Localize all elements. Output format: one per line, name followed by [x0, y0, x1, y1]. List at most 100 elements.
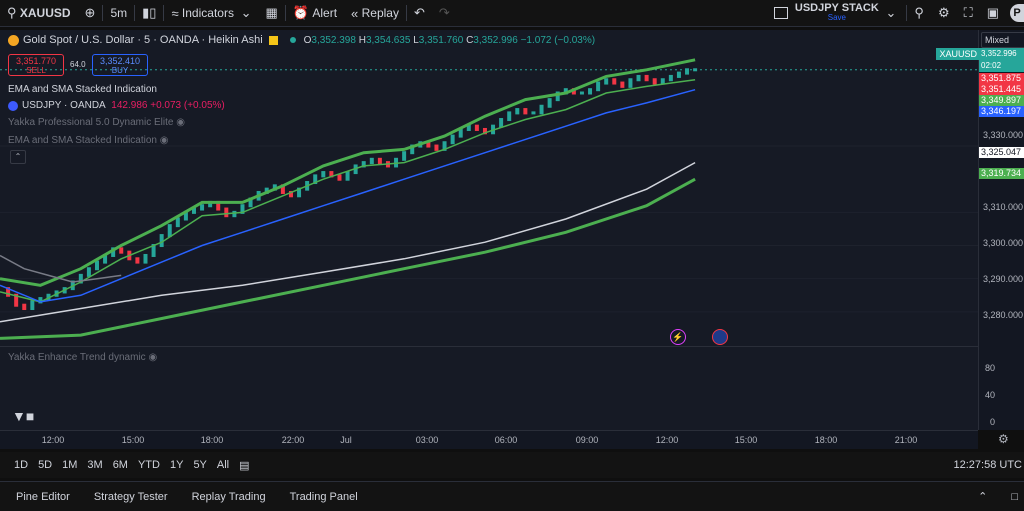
snapshot-button[interactable]: ▣	[980, 0, 1006, 26]
price-chart[interactable]	[0, 30, 978, 430]
chart-pane[interactable]: Gold Spot / U.S. Dollar · 5 · OANDA · He…	[0, 30, 978, 430]
undo-button[interactable]: ↶	[407, 0, 432, 26]
scale-mode-button[interactable]: Mixed	[981, 32, 1024, 48]
series-line-sma_blue	[0, 88, 696, 303]
gear-icon: ⚙	[937, 5, 950, 20]
candle	[208, 200, 213, 208]
candle	[596, 81, 601, 92]
candle	[652, 78, 657, 85]
sell-button[interactable]: 3,351.770 SELL	[8, 54, 64, 76]
lower-indicator-label: Yakka Enhance Trend dynamic	[8, 352, 146, 363]
date-range-button[interactable]: ▤	[234, 459, 254, 472]
range-button-6m[interactable]: 6M	[112, 459, 128, 471]
range-button-ytd[interactable]: YTD	[137, 459, 160, 471]
candle	[232, 210, 237, 218]
range-button-1m[interactable]: 1M	[62, 459, 78, 471]
buy-button[interactable]: 3,352.410 BUY	[92, 54, 148, 76]
candle	[555, 91, 560, 102]
redo-button[interactable]: ↷	[432, 0, 457, 26]
high-label: H	[358, 34, 366, 46]
layout-name-block: USDJPY STACK Save	[795, 3, 879, 23]
pane-separator[interactable]	[0, 346, 978, 347]
indicator-legend-3[interactable]: EMA and SMA Stacked Indication ◉	[8, 135, 169, 146]
replay-button[interactable]: « Replay	[344, 0, 406, 26]
open-value: 3,352.398	[311, 34, 356, 46]
compare-button[interactable]: ⊕	[78, 0, 103, 26]
divider	[405, 5, 407, 21]
maximize-panel-button[interactable]: □	[999, 491, 1024, 503]
range-button-1y[interactable]: 1Y	[169, 459, 184, 471]
candle	[111, 247, 116, 257]
close-value: 3,352.996	[473, 34, 518, 46]
candle	[264, 187, 269, 194]
candle	[22, 303, 27, 311]
main-legend[interactable]: Gold Spot / U.S. Dollar · 5 · OANDA · He…	[8, 34, 595, 46]
search-icon: ⚲	[7, 5, 17, 20]
lower-indicator-legend[interactable]: Yakka Enhance Trend dynamic ◉	[8, 352, 157, 363]
chart-type-button[interactable]: ▮▯	[135, 0, 163, 26]
templates-button[interactable]: ▦	[259, 0, 285, 26]
range-button-1d[interactable]: 1D	[14, 459, 29, 471]
quick-search-button[interactable]: ⚲	[907, 0, 931, 26]
compare-legend[interactable]: USDJPY · OANDA 142.986 +0.073 (+0.05%)	[8, 100, 225, 111]
event-flag-icon[interactable]	[712, 329, 728, 345]
symbol-label: XAUUSD	[19, 6, 71, 20]
candle	[159, 234, 164, 248]
replay-label: Replay	[361, 6, 399, 20]
time-axis[interactable]: 12:00 15:00 18:00 22:00 Jul 03:00 06:00 09:00 12…	[0, 430, 978, 449]
candle	[119, 247, 124, 254]
range-button-3m[interactable]: 3M	[87, 459, 103, 471]
alert-button[interactable]: ⏰ Alert	[286, 0, 344, 26]
divider	[134, 5, 136, 21]
price-axis[interactable]: Mixed XAUUSD 3,352.996 02:02 3,351.875 3,…	[936, 30, 1024, 430]
settings-button[interactable]: ⚙	[931, 0, 957, 26]
event-lightning-icon[interactable]: ⚡	[670, 329, 686, 345]
layout-button[interactable]: USDJPY STACK Save ⌄	[767, 0, 906, 26]
last-price-tag: 3,352.996 02:02	[979, 48, 1024, 72]
range-button-all[interactable]: All	[216, 459, 230, 471]
time-label: 12:00	[655, 435, 679, 445]
fullscreen-icon: ⛶	[963, 5, 973, 20]
candle	[6, 287, 11, 297]
tab-pine-editor[interactable]: Pine Editor	[16, 490, 70, 503]
candle	[410, 144, 415, 155]
candle	[224, 207, 229, 218]
axis-gear-button[interactable]: ⚙	[998, 432, 1009, 446]
clock-display[interactable]: 12:27:58 UTC	[953, 459, 1022, 471]
range-button-5y[interactable]: 5Y	[193, 459, 207, 471]
gear-icon: ⚙	[998, 432, 1009, 446]
candle	[240, 204, 245, 214]
interval-button[interactable]: 5m	[110, 6, 128, 20]
candle	[38, 297, 43, 304]
symbol-search[interactable]: ⚲ XAUUSD	[0, 0, 78, 26]
collapse-legend-button[interactable]: ⌃	[10, 150, 26, 164]
tab-strategy-tester[interactable]: Strategy Tester	[93, 490, 168, 503]
candle	[668, 74, 673, 82]
price-label: 3,290.000	[982, 274, 1023, 284]
candle	[402, 151, 407, 161]
candle	[135, 257, 140, 264]
candle	[466, 124, 471, 131]
indicator-legend-2[interactable]: Yakka Professional 5.0 Dynamic Elite ◉	[8, 117, 185, 128]
expand-panel-button[interactable]: ⌃	[966, 490, 999, 503]
candle	[604, 78, 609, 85]
maximize-icon: □	[1011, 490, 1018, 503]
redo-icon: ↷	[438, 5, 450, 20]
price-tag: 3,351.875	[979, 73, 1024, 84]
profile-button[interactable]: P	[1006, 0, 1024, 26]
indicators-button[interactable]: ≈ Indicators ⌄	[164, 0, 258, 26]
oscillator-label: 0	[989, 417, 995, 427]
candle	[531, 111, 536, 115]
range-button-5d[interactable]: 5D	[38, 459, 53, 471]
candle	[539, 104, 544, 115]
tab-replay-trading[interactable]: Replay Trading	[191, 490, 266, 503]
indicator-legend-1[interactable]: EMA and SMA Stacked Indication	[8, 84, 157, 95]
fullscreen-button[interactable]: ⛶	[957, 0, 980, 26]
series-line-upper_band	[0, 58, 696, 287]
tab-trading-panel[interactable]: Trading Panel	[289, 490, 358, 503]
candle	[620, 81, 625, 88]
tradingview-logo: ▼■	[12, 408, 35, 424]
layout-status: Save	[827, 13, 846, 22]
candle	[103, 253, 108, 264]
candle	[612, 78, 617, 85]
